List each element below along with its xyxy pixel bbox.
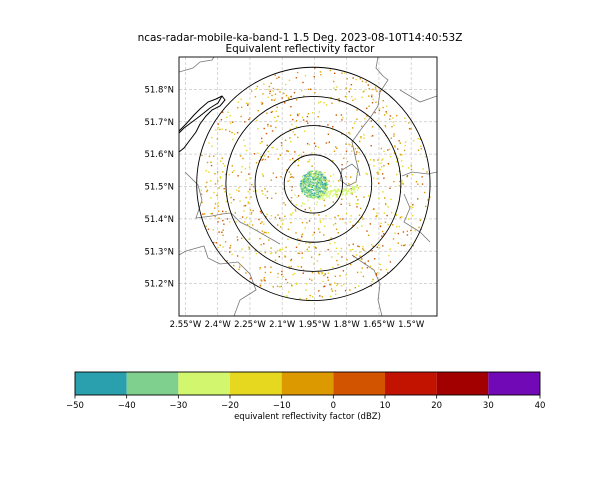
x-tick-label: 1.5°W [398, 320, 425, 330]
colorbar-tick-label: 30 [483, 401, 494, 411]
x-tick-label: 2.4°W [205, 320, 232, 330]
admin-border [339, 163, 359, 187]
colorbar-tick-label: −50 [66, 401, 84, 411]
range-ring [283, 154, 343, 214]
colorbar-label: equivalent reflectivity factor (dBZ) [234, 412, 381, 422]
colorbar-tick-label: 0 [331, 401, 336, 411]
y-tick-label: 51.6°N [144, 150, 174, 160]
x-tick-label: 1.95°W [299, 320, 331, 330]
map-borders [179, 57, 437, 316]
x-axis: 2.55°W 2.4°W 2.25°W 2.1°W 1.95°W 1.8°W 1.65°W 1… [170, 320, 425, 330]
colorbar-segment [385, 372, 437, 395]
colorbar-segment [126, 372, 179, 395]
admin-border [401, 171, 437, 177]
colorbar-segment [178, 372, 230, 395]
admin-border [179, 245, 257, 316]
map-axes: 2.55°W 2.4°W 2.25°W 2.1°W 1.95°W 1.8°W 1.65°W 1… [144, 56, 438, 330]
x-tick-label: 1.65°W [363, 320, 395, 330]
range-rings [196, 66, 431, 302]
admin-border [351, 57, 389, 177]
y-tick-label: 51.3°N [144, 247, 174, 257]
x-tick-label: 2.25°W [234, 320, 266, 330]
colorbar-frame [74, 371, 541, 396]
radar-echoes [200, 67, 431, 301]
colorbar-tick-label: 10 [380, 401, 391, 411]
range-ring [196, 66, 431, 302]
y-tick-label: 51.2°N [144, 280, 174, 290]
admin-border [351, 254, 383, 316]
colorbar-segment [333, 372, 385, 395]
colorbar-segment [281, 372, 334, 395]
x-tick-label: 2.55°W [170, 320, 202, 330]
colorbar-segment [75, 372, 127, 395]
colorbar-segment [488, 372, 540, 395]
colorbar-tick-label: −40 [118, 401, 136, 411]
admin-border [230, 212, 281, 245]
admin-border [184, 171, 232, 219]
y-tick-label: 51.8°N [144, 85, 174, 95]
colorbar-tick-label: −10 [273, 401, 291, 411]
chart-title: ncas-radar-mobile-ka-band-1 1.5 Deg. 202… [137, 32, 463, 44]
colorbar-segment [436, 372, 489, 395]
y-tick-label: 51.5°N [144, 183, 174, 193]
colorbar-tick-label: −30 [169, 401, 187, 411]
x-tick-label: 2.1°W [269, 320, 296, 330]
coastline [179, 95, 226, 153]
admin-border [179, 57, 215, 73]
y-tick-label: 51.4°N [144, 215, 174, 225]
map-frame [178, 56, 438, 317]
admin-border [399, 89, 437, 103]
colorbar-segment [230, 372, 282, 395]
map-gridlines [179, 57, 437, 316]
colorbar: −50 −40 −30 −20 −10 0 10 20 30 40 equivalent refl… [66, 371, 546, 422]
colorbar-tick-label: 20 [431, 401, 442, 411]
y-axis: 51.2°N 51.3°N 51.4°N 51.5°N 51.6°N 51.7°N 51.8… [144, 85, 174, 289]
chart-subtitle: Equivalent reflectivity factor [225, 43, 375, 55]
colorbar-tick-label: −20 [221, 401, 239, 411]
coastline [179, 95, 223, 134]
range-ring [225, 95, 402, 272]
colorbar-tick-label: 40 [535, 401, 546, 411]
range-ring [254, 125, 373, 243]
y-tick-label: 51.7°N [144, 118, 174, 128]
x-tick-label: 1.8°W [334, 320, 361, 330]
admin-border [403, 193, 431, 243]
